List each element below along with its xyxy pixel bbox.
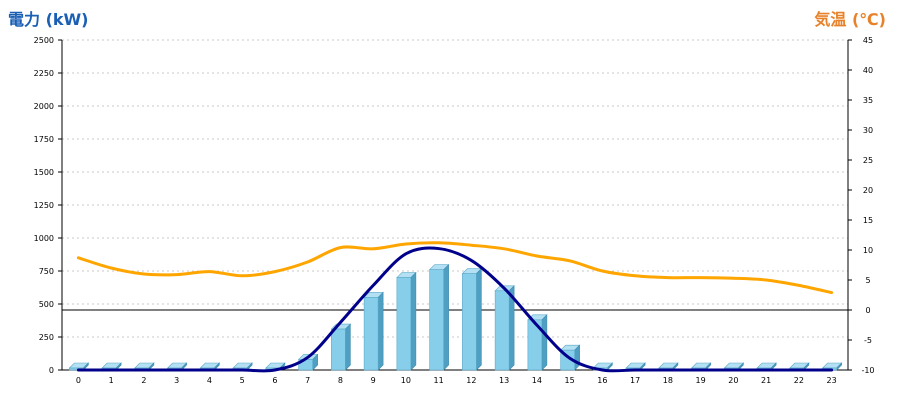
x-tick-label: 21 — [761, 376, 771, 385]
bar-side — [345, 323, 351, 371]
x-tick-label: 13 — [499, 376, 509, 385]
x-tick-label: 16 — [597, 376, 607, 385]
right-tick-label: 25 — [863, 156, 873, 165]
right-tick-label: 20 — [863, 186, 873, 195]
x-tick-label: 22 — [794, 376, 804, 385]
left-tick-label: 250 — [39, 333, 54, 342]
x-tick-label: 19 — [696, 376, 706, 385]
x-tick-label: 0 — [76, 376, 81, 385]
temperature-line — [76, 241, 834, 295]
x-tick-label: 10 — [401, 376, 411, 385]
bar-side — [541, 314, 548, 371]
x-tick-label: 14 — [532, 376, 542, 385]
right-tick-label: 40 — [863, 66, 873, 75]
right-tick-label: -10 — [861, 366, 874, 375]
x-tick-label: 5 — [240, 376, 245, 385]
bar — [429, 269, 444, 371]
x-tick-label: 1 — [109, 376, 114, 385]
left-tick-label: 1500 — [34, 168, 54, 177]
left-tick-label: 750 — [39, 267, 54, 276]
x-tick-label: 6 — [272, 376, 277, 385]
left-tick-label: 1000 — [34, 234, 54, 243]
right-tick-label: 10 — [863, 246, 873, 255]
right-tick-label: 15 — [863, 216, 873, 225]
bar-side — [476, 267, 482, 371]
right-tick-label: 35 — [863, 96, 873, 105]
bar — [331, 328, 346, 371]
x-tick-label: 17 — [630, 376, 640, 385]
x-tick-label: 12 — [466, 376, 476, 385]
x-tick-label: 2 — [141, 376, 146, 385]
right-tick-label: 45 — [863, 36, 873, 45]
right-axis-title: 気温 (℃) — [814, 10, 886, 29]
bar — [462, 273, 477, 371]
left-tick-label: 2000 — [34, 102, 54, 111]
left-tick-label: 500 — [39, 300, 54, 309]
left-tick-label: 0 — [49, 366, 54, 375]
left-tick-label: 1250 — [34, 201, 54, 210]
bar-side — [377, 291, 384, 371]
x-tick-label: 20 — [728, 376, 738, 385]
x-tick-label: 23 — [827, 376, 837, 385]
x-tick-label: 11 — [434, 376, 444, 385]
power-line — [76, 246, 834, 373]
bar — [396, 277, 412, 371]
x-tick-label: 8 — [338, 376, 343, 385]
x-tick-label: 15 — [565, 376, 575, 385]
bar-side — [443, 263, 449, 371]
right-tick-label: 30 — [863, 126, 873, 135]
right-tick-label: 0 — [865, 306, 870, 315]
x-tick-label: 4 — [207, 376, 212, 385]
left-tick-label: 2250 — [34, 69, 54, 78]
left-tick-label: 1750 — [34, 135, 54, 144]
x-tick-label: 9 — [371, 376, 376, 385]
bar — [494, 290, 510, 371]
bar — [363, 297, 379, 371]
left-tick-label: 2500 — [34, 36, 54, 45]
bar-side — [410, 271, 417, 371]
x-tick-label: 7 — [305, 376, 310, 385]
bar — [527, 319, 543, 371]
right-tick-label: -5 — [864, 336, 872, 345]
left-axis-title: 電力 (kW) — [8, 10, 89, 29]
x-tick-label: 18 — [663, 376, 673, 385]
x-tick-label: 3 — [174, 376, 179, 385]
right-tick-label: 5 — [865, 276, 870, 285]
